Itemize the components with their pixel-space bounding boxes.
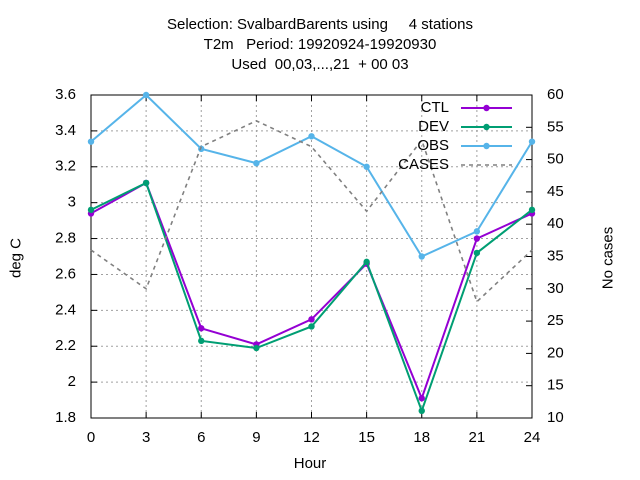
y2-tick-label: 40: [547, 215, 564, 232]
y-tick-label: 3: [68, 194, 76, 211]
y2-tick-label: 45: [547, 183, 564, 200]
legend-marker-ctl: [483, 104, 490, 112]
chart-title-line-2: T2m Period: 19920924-19920930: [203, 36, 437, 53]
data-point-dev: [473, 249, 481, 257]
y-tick-label: 3.4: [55, 122, 76, 139]
chart-title-line-3: Used 00,03,...,21 + 00 03: [231, 56, 409, 73]
y2-tick-label: 55: [547, 118, 564, 135]
x-tick-label: 15: [358, 429, 375, 446]
data-point-ctl: [198, 325, 205, 332]
data-point-obs: [87, 138, 95, 145]
data-point-ctl: [308, 316, 315, 323]
data-point-dev: [253, 344, 260, 352]
x-tick-label: 24: [524, 429, 541, 446]
data-point-obs: [473, 228, 481, 235]
y-tick-label: 2.2: [55, 337, 76, 354]
legend-marker-obs: [483, 142, 490, 150]
y2-tick-label: 35: [547, 247, 564, 264]
y-tick-label: 2: [68, 373, 76, 390]
chart-title-line-1: Selection: SvalbardBarents using 4 stati…: [166, 16, 473, 33]
data-point-dev: [308, 323, 315, 330]
x-tick-label: 18: [413, 429, 430, 446]
x-axis-label: Hour: [293, 455, 327, 472]
y-tick-label: 3.6: [55, 86, 76, 103]
y2-tick-label: 60: [547, 86, 564, 103]
y2-tick-label: 50: [547, 151, 564, 168]
data-point-obs: [253, 159, 260, 167]
y-axis-label: deg C: [7, 237, 25, 279]
data-point-obs: [308, 133, 315, 140]
x-tick-label: 12: [303, 429, 320, 446]
legend-label-dev: DEV: [418, 118, 449, 135]
data-point-dev: [418, 407, 425, 415]
data-point-dev: [87, 206, 95, 214]
data-point-obs: [363, 163, 370, 170]
legend-label-obs: OBS: [417, 137, 449, 154]
data-point-ctl: [473, 235, 481, 242]
legend-marker-dev: [483, 123, 490, 131]
x-tick-label: 0: [87, 429, 95, 446]
legend-label-cases: CASES: [398, 156, 449, 173]
y-tick-label: 2.6: [55, 265, 76, 282]
y2-tick-label: 20: [547, 344, 564, 361]
x-tick-label: 21: [469, 429, 486, 446]
y-tick-label: 1.8: [55, 409, 76, 426]
y2-tick-label: 25: [547, 312, 564, 329]
legend-label-ctl: CTL: [421, 99, 449, 116]
data-point-dev: [142, 179, 150, 187]
x-tick-label: 9: [252, 429, 260, 446]
x-tick-label: 3: [142, 429, 150, 446]
data-point-dev: [198, 337, 205, 345]
data-point-dev: [528, 206, 536, 214]
y-tick-label: 2.8: [55, 230, 76, 247]
y2-tick-label: 10: [547, 409, 564, 426]
data-point-dev: [363, 258, 370, 266]
y2-tick-label: 30: [547, 280, 564, 297]
data-point-obs: [142, 91, 150, 99]
x-tick-label: 6: [197, 429, 205, 446]
y-tick-label: 2.4: [55, 301, 76, 318]
data-point-obs: [528, 138, 536, 145]
data-point-obs: [418, 253, 425, 260]
y2-tick-label: 15: [547, 377, 564, 394]
data-point-ctl: [418, 395, 425, 402]
y-tick-label: 3.2: [55, 158, 76, 175]
y2-axis-label: No cases: [599, 226, 617, 290]
